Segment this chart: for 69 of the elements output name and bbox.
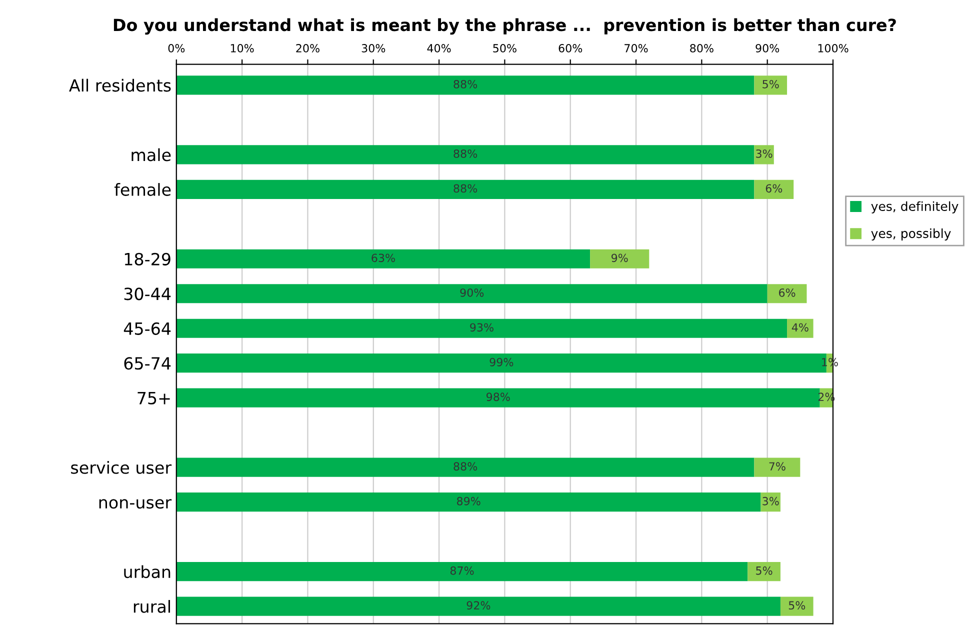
data-label: 1% [822, 358, 838, 366]
data-label: 3% [756, 149, 772, 158]
x-tick-label: 100% [818, 44, 848, 52]
bar [176, 284, 768, 304]
data-label: 6% [766, 184, 782, 193]
y-tick-label: service user [71, 461, 172, 474]
data-label: 5% [788, 601, 806, 610]
data-label: 5% [756, 566, 772, 575]
bar [754, 180, 794, 199]
legend-label: yes, possibly [871, 228, 951, 241]
bar [176, 596, 780, 616]
data-label: 7% [769, 462, 786, 471]
bar [748, 562, 780, 582]
x-tick-label: 90% [756, 44, 780, 52]
x-tick-label: 10% [230, 44, 254, 52]
data-label: 6% [779, 288, 796, 297]
bar [176, 180, 754, 199]
y-tick-label: 75+ [138, 392, 170, 404]
data-label: 98% [486, 392, 510, 402]
bar [754, 76, 788, 95]
data-label: 4% [792, 323, 808, 332]
x-tick-label: 20% [296, 44, 320, 52]
data-label: 88% [454, 462, 478, 471]
y-tick-label: rural [134, 600, 170, 613]
chart-title: Do you understand what is meant by the phrase ... prevention is better than cure? [114, 18, 896, 35]
legend-label: yes, definitely [871, 201, 958, 214]
bar [176, 388, 820, 408]
x-tick-label: 70% [624, 44, 648, 52]
bar [176, 458, 754, 477]
bar [176, 318, 788, 338]
x-tick-label: 60% [558, 44, 582, 52]
data-label: 3% [762, 496, 779, 506]
y-tick-label: female [114, 183, 171, 196]
y-tick-label: 65-74 [124, 357, 171, 370]
bar [176, 562, 748, 582]
bar [176, 145, 754, 164]
bar [176, 249, 590, 268]
bar [767, 284, 807, 304]
data-label: 88% [454, 80, 478, 88]
x-tick-label: 0% [168, 44, 185, 52]
bar [754, 458, 800, 477]
x-tick-label: 40% [427, 44, 451, 52]
y-tick-label: non-user [99, 499, 172, 509]
data-label: 92% [466, 601, 490, 610]
y-tick-label: All residents [69, 78, 171, 92]
x-tick-label: 30% [362, 44, 386, 52]
y-tick-label: 18-29 [124, 252, 170, 266]
bar [780, 596, 814, 616]
bar [754, 145, 774, 164]
x-tick-label: 50% [493, 44, 516, 52]
data-label: 88% [454, 149, 478, 158]
data-label: 63% [372, 254, 395, 262]
y-tick-label: 30-44 [124, 288, 171, 300]
y-tick-label: urban [124, 565, 170, 578]
y-tick-label: male [132, 148, 171, 162]
data-label: 99% [490, 358, 514, 366]
bar [176, 76, 754, 95]
bar [787, 318, 814, 338]
data-label: 90% [460, 288, 484, 297]
data-label: 87% [450, 566, 474, 575]
x-tick-label: 80% [690, 44, 714, 52]
bar [176, 492, 761, 512]
data-label: 9% [611, 254, 628, 262]
data-label: 93% [470, 323, 494, 332]
bar [590, 249, 650, 268]
data-label: 5% [762, 80, 779, 88]
data-label: 89% [456, 496, 480, 506]
data-label: 88% [454, 184, 478, 193]
y-tick-label: 45-64 [124, 322, 171, 335]
